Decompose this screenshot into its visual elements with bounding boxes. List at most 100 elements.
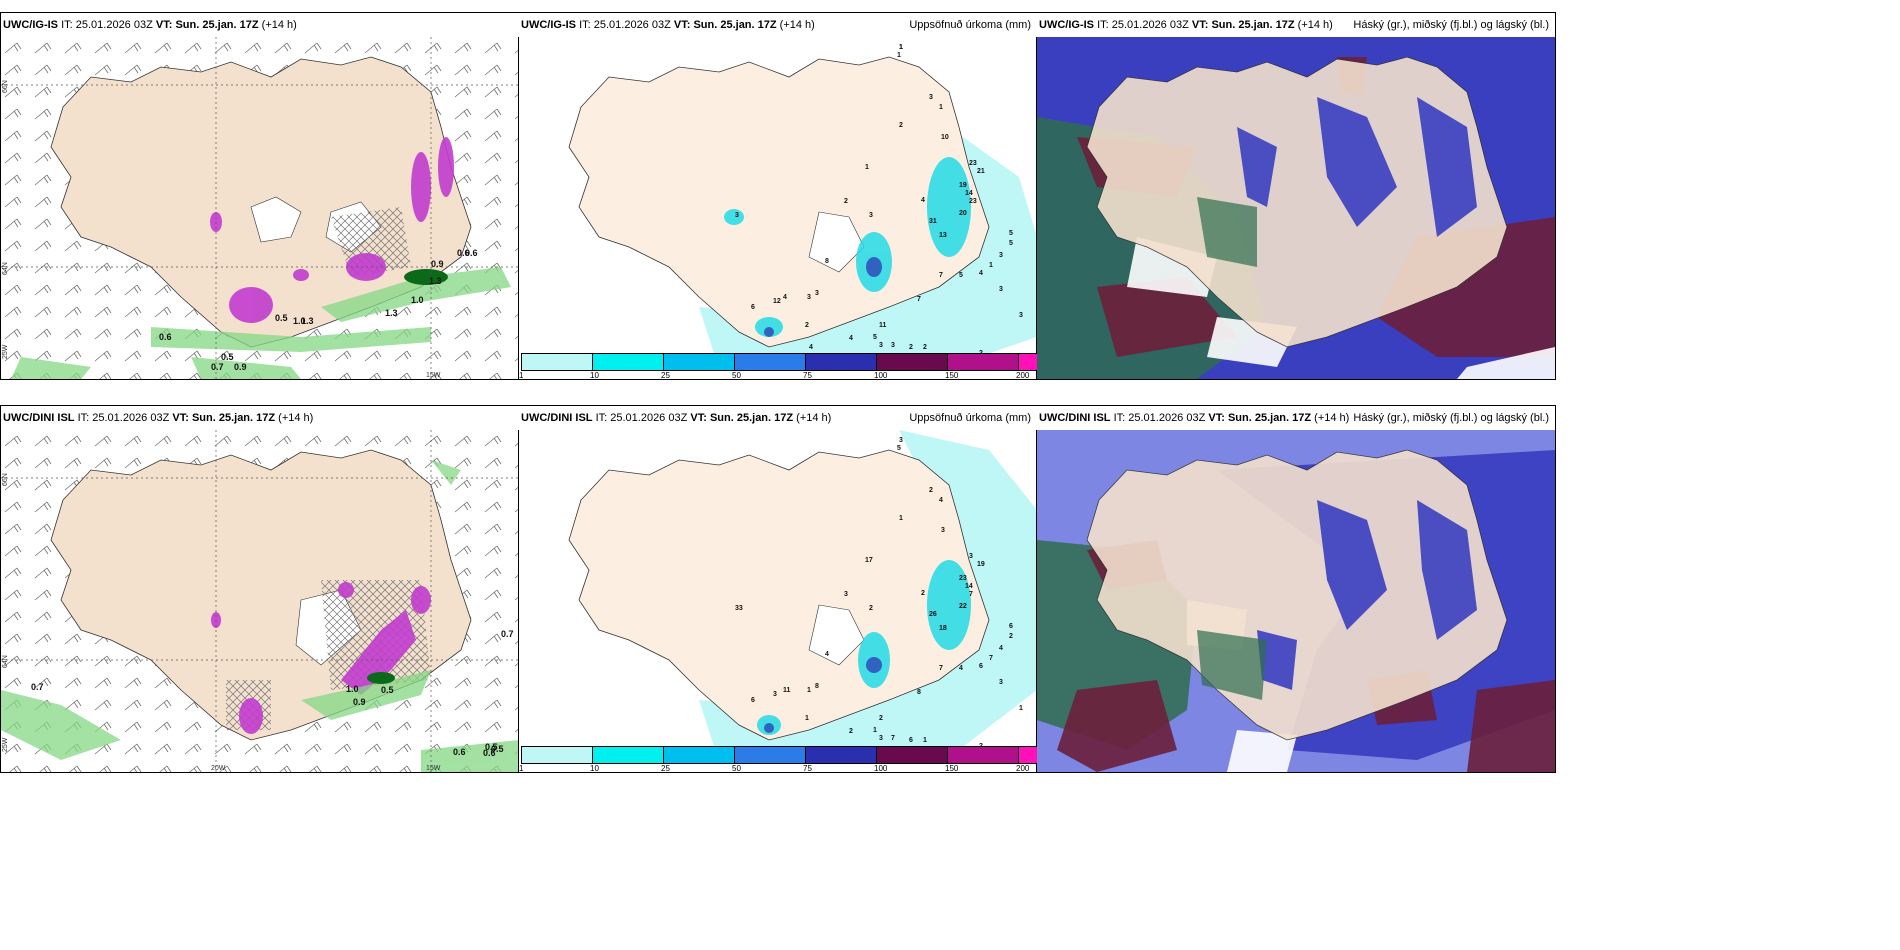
colorbar-tick: 50 [732,371,741,380]
precip-value: 5 [1009,240,1013,247]
precip-value: 8 [825,258,829,265]
lat-label: 66N [2,473,9,486]
colorbar-tick: 150 [945,764,959,773]
wind-map-svg: 0.7 0.7 0.5 0.9 1.0 0.5 0.6 0.6 0.5 66N … [1,430,519,772]
wind-value-labels: 0.7 0.7 0.5 0.9 1.0 0.5 0.6 0.6 0.5 [31,629,514,758]
cloud-map-svg [1037,37,1555,379]
panel-clouds-ig-is: UWC/IG-IS IT: 25.01.2026 03Z VT: Sun. 25… [1036,12,1556,380]
lon-label: 15W [426,372,441,379]
colorbar-tick: 75 [803,764,812,773]
colorbar-segment: 75 [803,353,876,379]
precip-value: 1 [805,715,809,722]
precip-value: 2 [1009,633,1013,640]
wind-green-areas [11,267,511,379]
precip-value: 2 [869,605,873,612]
precip-value: 3 [941,527,945,534]
precip-value: 3 [844,591,848,598]
colorbar-segment: 1 [519,353,592,379]
lon-label: 20W [211,765,226,772]
colorbar-segment: 100 [874,746,947,772]
colorbar-segment: 25 [661,353,734,379]
cloud-map [1037,430,1555,772]
wind-value: 0.7 [31,682,44,692]
precip-value: 31 [929,218,937,225]
vt-label: VT: [673,19,691,31]
colorbar-tick: 50 [732,764,741,773]
precip-value: 4 [999,645,1003,652]
wind-value: 0.9 [431,259,444,269]
precip-value: 2 [929,487,933,494]
lead-time: (+14 h) [278,412,314,424]
wind-value: 0.6 [483,748,496,758]
precip-value: 33 [735,605,743,612]
vt-value: Sun. 25.jan. 17Z [1227,412,1312,424]
wind-value: 0.6 [457,248,470,258]
precip-value: 3 [929,94,933,101]
model-name: UWC/DINI ISL [521,412,593,424]
precip-value: 4 [825,651,829,658]
colorbar-tick: 10 [590,764,599,773]
model-name: UWC/IG-IS [521,19,576,31]
vt-value: Sun. 25.jan. 17Z [1211,19,1295,31]
model-name: UWC/IG-IS [1039,19,1094,31]
model-name: UWC/DINI ISL [3,412,75,424]
vt-label: VT: [1208,412,1225,424]
colorbar-segment: 50 [732,746,805,772]
wind-value: 0.5 [491,744,504,754]
wind-value: 0.6 [159,332,172,342]
precip-value: 1 [899,515,903,522]
colorbar-tick: 75 [803,371,812,380]
precip-value: 2 [923,344,927,351]
precip-map: 1 1 3 1 2 10 23 21 19 14 23 20 13 31 3 1 2 3 4 5 5 3 1 4 7 5 3 8 3 12… [519,37,1037,379]
it-label: IT: [579,19,591,31]
precip-value: 7 [917,296,921,303]
vt-label: VT: [1191,19,1209,31]
panel-header: UWC/DINI ISL IT: 25.01.2026 03Z VT: Sun.… [1037,406,1555,430]
precip-value: 3 [999,252,1003,259]
iceland-land [1086,56,1508,348]
lon-label: 25W [2,344,9,359]
wind-value: 1.0 [293,316,306,326]
lead-time: (+14 h) [1297,19,1333,31]
wind-gust-magenta [211,582,431,734]
precip-value: 7 [989,655,993,662]
precip-value: 3 [807,294,811,301]
model-name: UWC/DINI ISL [1039,412,1111,424]
precip-value: 1 [923,737,927,744]
wind-value: 0.5 [221,352,234,362]
colorbar-segment: 100 [874,353,947,379]
wind-value: 0.5 [381,685,394,695]
precip-value: 5 [1009,230,1013,237]
precip-value: 4 [809,344,813,351]
precip-value: 7 [891,735,895,742]
lead-time: (+14 h) [779,19,815,31]
wind-map-svg: 0.6 0.6 0.9 1.3 1.3 1.0 0.5 1.0 1.3 0.6 … [1,37,519,379]
it-label: IT: [595,412,608,424]
precip-value: 6 [751,697,755,704]
precip-value: 10 [941,134,949,141]
wind-value: 1.3 [301,316,314,326]
precip-value: 3 [869,212,873,219]
precip-value: 3 [891,342,895,349]
model-name: UWC/IG-IS [3,19,58,31]
wind-value: 0.6 [453,747,466,757]
colorbar-tick: 200 [1016,764,1030,773]
precip-value: 4 [783,294,787,301]
precip-value: 8 [917,689,921,696]
precip-value: 5 [959,272,963,279]
panel-title: Háský (gr.), miðský (fj.bl.) og lágský (… [1353,19,1549,31]
wind-value: 1.3 [385,308,398,318]
precip-value: 1 [989,262,993,269]
precip-value: 4 [939,497,943,504]
lat-label: 66N [2,80,9,93]
colorbar-segment: 1 [519,746,592,772]
vt-value: Sun. 25.jan. 17Z [175,19,259,31]
wind-value: 0.9 [353,697,366,707]
it-value: 25.01.2026 03Z [1111,19,1189,31]
wind-green-areas [1,460,519,772]
precip-value: 18 [939,625,947,632]
precip-value: 3 [735,212,739,219]
precip-value: 3 [773,691,777,698]
